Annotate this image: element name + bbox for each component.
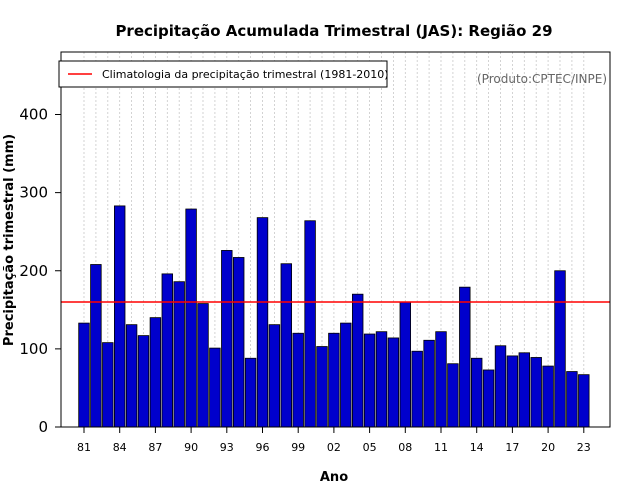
bar-2000 [304, 220, 316, 428]
x-tick-label: 90 [184, 441, 198, 454]
x-tick-label: 93 [220, 441, 234, 454]
x-axis: 81 84 87 90 93 96 99 02 05 08 11 14 17 20 23 [77, 427, 591, 454]
x-tick-label: 05 [363, 441, 377, 454]
product-credit: (Produto:CPTEC/INPE) [477, 72, 607, 86]
y-axis-label: Precipitação trimestral (mm) [2, 134, 17, 346]
x-tick-label: 11 [434, 441, 448, 454]
bar-2018 [518, 352, 531, 428]
x-tick-label: 14 [470, 441, 484, 454]
x-tick-label: 99 [291, 441, 305, 454]
bar-1987 [149, 317, 162, 428]
bar-2004 [351, 293, 364, 428]
bar-2002 [328, 332, 340, 428]
bar-1993 [221, 250, 233, 428]
x-tick-label: 96 [256, 441, 270, 454]
y-tick-label: 0 [38, 418, 48, 436]
bar-1992 [209, 347, 221, 428]
bar-1986 [137, 335, 150, 428]
bar-2015 [482, 369, 495, 428]
x-tick-label: 17 [505, 441, 519, 454]
legend-label: Climatologia da precipitação trimestral … [102, 68, 389, 81]
bar-series [78, 205, 590, 428]
bar-2014 [470, 357, 483, 428]
plot-frame [60, 51, 611, 428]
bar-2006 [375, 331, 388, 428]
bar-1997 [268, 324, 281, 428]
bar-2016 [494, 345, 507, 428]
bar-1991 [197, 303, 209, 428]
bar-1999 [292, 332, 304, 428]
bar-2011 [435, 331, 447, 428]
bar-1985 [125, 324, 138, 428]
chart-title: Precipitação Acumulada Trimestral (JAS):… [115, 22, 552, 40]
y-tick-label: 400 [19, 106, 48, 124]
y-axis: 0 100 200 300 400 [19, 106, 61, 436]
bar-2023 [578, 374, 590, 428]
bar-2007 [387, 337, 400, 428]
x-tick-label: 20 [541, 441, 555, 454]
bar-1994 [232, 257, 245, 428]
y-tick-label: 100 [19, 340, 48, 358]
bar-2020 [542, 365, 554, 428]
bar-2001 [316, 346, 328, 428]
y-tick-label: 300 [19, 184, 48, 202]
x-tick-label: 81 [77, 441, 91, 454]
x-axis-label: Ano [320, 470, 348, 485]
bar-1984 [114, 205, 126, 428]
x-tick-label: 87 [148, 441, 162, 454]
bar-1995 [244, 357, 257, 428]
bar-1988 [161, 273, 174, 428]
bar-2005 [363, 333, 376, 428]
bar-1996 [256, 217, 269, 428]
legend: Climatologia da precipitação trimestral … [58, 60, 389, 88]
bar-1990 [185, 208, 197, 428]
bar-2010 [423, 339, 435, 428]
x-tick-label: 08 [398, 441, 412, 454]
bar-2019 [530, 357, 542, 428]
bar-1998 [280, 263, 293, 428]
bar-2003 [340, 322, 352, 428]
bar-1981 [78, 322, 90, 428]
bar-2013 [459, 286, 471, 428]
bar-1989 [173, 281, 185, 428]
bar-1982 [90, 264, 102, 428]
legend-box [58, 60, 388, 88]
bar-2021 [554, 270, 566, 428]
y-tick-label: 200 [19, 262, 48, 280]
x-tick-label: 23 [577, 441, 591, 454]
bar-2022 [566, 371, 578, 428]
x-tick-label: 02 [327, 441, 341, 454]
bar-1983 [102, 342, 114, 428]
bar-2009 [411, 350, 423, 428]
bar-2008 [399, 301, 412, 428]
bar-2012 [447, 363, 459, 428]
bar-2017 [506, 355, 519, 428]
x-tick-label: 84 [113, 441, 127, 454]
